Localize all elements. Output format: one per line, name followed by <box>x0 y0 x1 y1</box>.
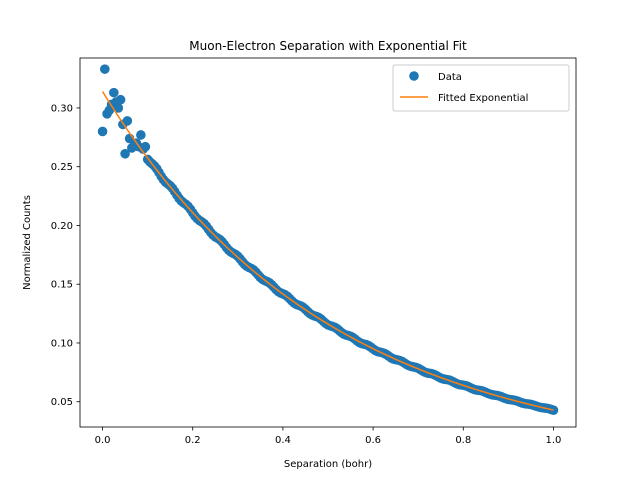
data-point <box>136 130 146 140</box>
y-tick-label: 0.25 <box>51 162 73 173</box>
legend-label-fit: Fitted Exponential <box>438 93 528 104</box>
y-axis: 0.05 0.10 0.15 0.20 0.25 0.30 <box>51 103 80 408</box>
y-tick-label: 0.10 <box>51 338 73 349</box>
data-point <box>100 64 110 74</box>
y-tick-label: 0.15 <box>51 280 73 291</box>
data-point <box>113 103 124 113</box>
y-tick-label: 0.20 <box>51 221 73 232</box>
x-tick-label: 0.0 <box>95 435 111 446</box>
data-point <box>548 405 559 415</box>
legend-box <box>392 64 570 112</box>
data-point <box>109 87 119 98</box>
legend-marker-data <box>409 71 419 81</box>
data-point <box>97 126 108 137</box>
x-tick-label: 0.8 <box>455 435 471 446</box>
axes-background <box>80 58 576 427</box>
data-point <box>115 94 126 105</box>
data-point <box>120 148 130 159</box>
axes-frame <box>79 57 577 428</box>
x-axis: 0.0 0.2 0.4 0.6 0.8 1.0 <box>95 427 562 446</box>
legend: Data Fitted Exponential <box>392 64 570 112</box>
x-tick-label: 0.2 <box>185 435 201 446</box>
x-axis-label: Separation (bohr) <box>284 459 372 470</box>
x-tick-label: 0.6 <box>365 435 381 446</box>
fit-line-series <box>101 91 554 411</box>
plot-area <box>79 57 577 428</box>
data-point <box>140 141 151 152</box>
data-point <box>122 116 133 126</box>
x-tick-label: 0.4 <box>275 435 291 446</box>
y-tick-label: 0.30 <box>51 103 73 114</box>
legend-label-data: Data <box>438 72 462 83</box>
y-axis-label: Normalized Counts <box>22 195 33 290</box>
chart-title: Muon-Electron Separation with Exponentia… <box>189 39 467 53</box>
y-tick-label: 0.05 <box>51 397 73 408</box>
x-tick-label: 1.0 <box>546 435 562 446</box>
